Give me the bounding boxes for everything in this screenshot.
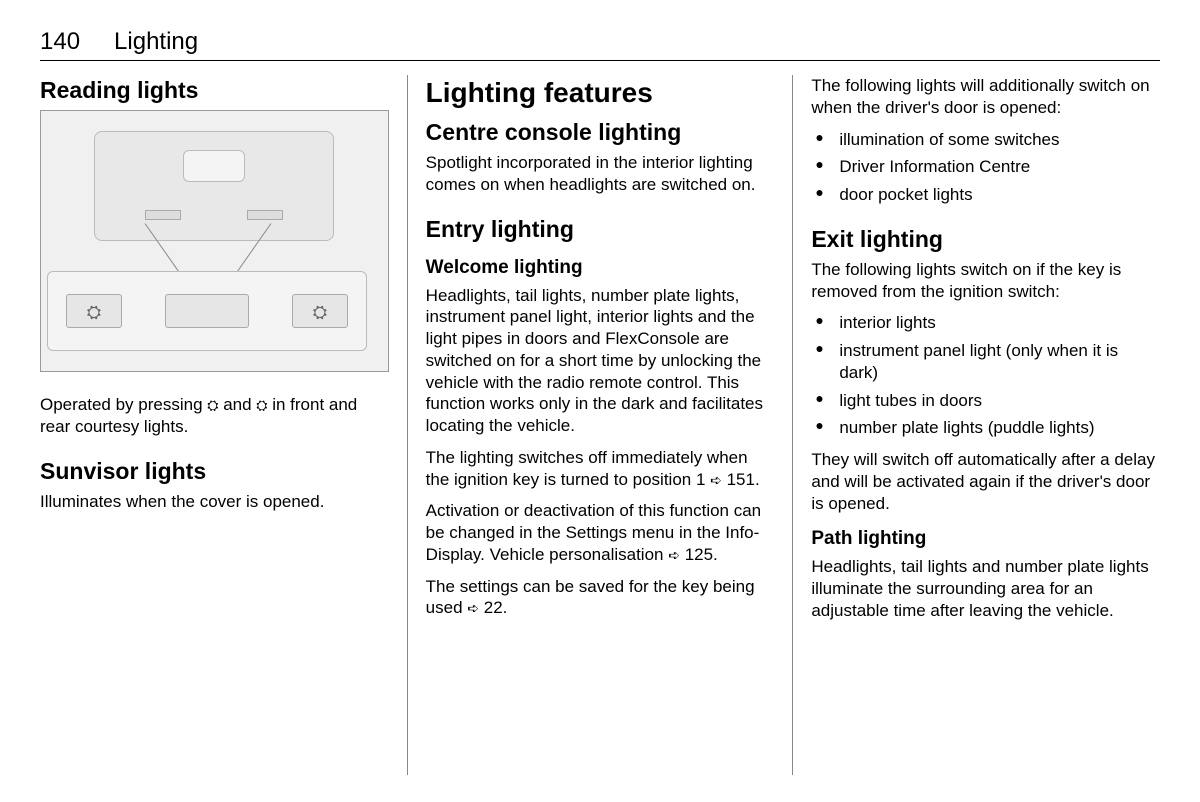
- list-item: light tubes in doors: [811, 390, 1160, 412]
- console-button-right: [247, 210, 283, 220]
- zoom-button-left-icon: ⛭: [66, 294, 122, 328]
- column-1: Reading lights ⛭ ⛭ Operated by pressing …: [40, 75, 408, 775]
- page-reference: 125.: [685, 545, 718, 564]
- heading-lighting-features: Lighting features: [426, 77, 775, 109]
- content-columns: Reading lights ⛭ ⛭ Operated by pressing …: [40, 75, 1160, 775]
- text-fragment: The lighting switches off immediately wh…: [426, 448, 748, 489]
- list-item: instrument panel light (only when it is …: [811, 340, 1160, 384]
- text-fragment: and: [218, 395, 256, 414]
- zoom-panel-graphic: ⛭ ⛭: [47, 271, 367, 351]
- heading-welcome-lighting: Welcome lighting: [426, 257, 775, 279]
- list-item: Driver Information Centre: [811, 156, 1160, 178]
- reading-lights-illustration: ⛭ ⛭: [40, 110, 389, 372]
- additional-lights-list: illumination of some switches Driver Inf…: [811, 129, 1160, 206]
- heading-exit-lighting: Exit lighting: [811, 226, 1160, 253]
- button-symbol-icon: ⛭: [207, 397, 218, 415]
- overhead-console-graphic: [94, 131, 334, 241]
- exit-after-text: They will switch off automatically after…: [811, 449, 1160, 514]
- zoom-button-middle: [165, 294, 249, 328]
- heading-path-lighting: Path lighting: [811, 528, 1160, 550]
- reading-lights-text: Operated by pressing ⛭ and ⛭ in front an…: [40, 394, 389, 438]
- list-item: interior lights: [811, 312, 1160, 334]
- text-fragment: Operated by pressing: [40, 395, 207, 414]
- welcome-p2: The lighting switches off immediately wh…: [426, 447, 775, 491]
- welcome-p3: Activation or deactivation of this funct…: [426, 500, 775, 565]
- reference-icon: ➪: [467, 600, 479, 618]
- sunvisor-text: Illuminates when the cover is opened.: [40, 491, 389, 513]
- page-reference: 22.: [484, 598, 508, 617]
- exit-lights-list: interior lights instrument panel light (…: [811, 312, 1160, 439]
- page-number: 140: [40, 28, 80, 56]
- list-item: number plate lights (puddle lights): [811, 417, 1160, 439]
- heading-centre-console: Centre console lighting: [426, 119, 775, 146]
- list-item: illumination of some switches: [811, 129, 1160, 151]
- reference-icon: ➪: [710, 472, 722, 490]
- chapter-title: Lighting: [114, 28, 198, 56]
- heading-reading-lights: Reading lights: [40, 77, 389, 104]
- additional-lights-intro: The following lights will additionally s…: [811, 75, 1160, 119]
- reference-icon: ➪: [668, 547, 680, 565]
- list-item: door pocket lights: [811, 184, 1160, 206]
- page-header: 140 Lighting: [40, 28, 1160, 61]
- path-lighting-text: Headlights, tail lights and number plate…: [811, 556, 1160, 621]
- welcome-p1: Headlights, tail lights, number plate li…: [426, 285, 775, 437]
- centre-console-text: Spotlight incorporated in the interior l…: [426, 152, 775, 196]
- button-symbol-icon: ⛭: [256, 397, 267, 415]
- heading-entry-lighting: Entry lighting: [426, 216, 775, 243]
- column-3: The following lights will additionally s…: [793, 75, 1160, 775]
- welcome-p4: The settings can be saved for the key be…: [426, 576, 775, 620]
- zoom-button-right-icon: ⛭: [292, 294, 348, 328]
- page-reference: 151.: [727, 470, 760, 489]
- exit-lighting-text: The following lights switch on if the ke…: [811, 259, 1160, 303]
- heading-sunvisor-lights: Sunvisor lights: [40, 458, 389, 485]
- column-2: Lighting features Centre console lightin…: [408, 75, 794, 775]
- console-button-left: [145, 210, 181, 220]
